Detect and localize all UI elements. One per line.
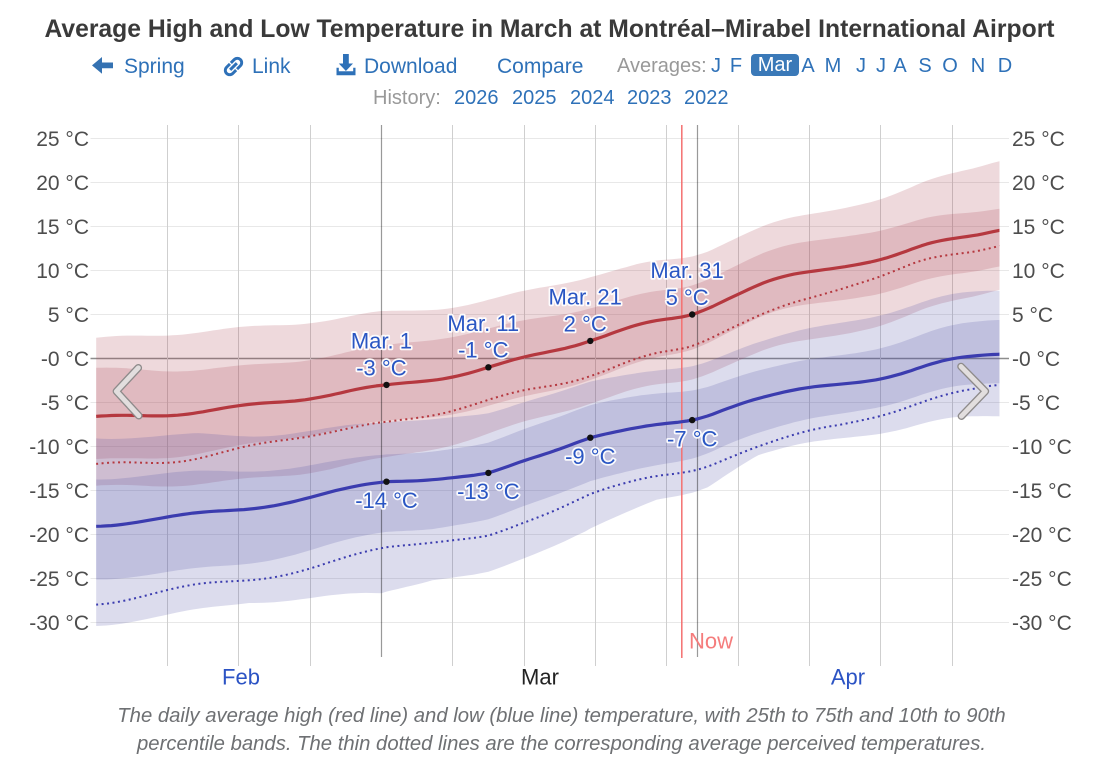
svg-text:-9 °C: -9 °C	[565, 444, 615, 469]
svg-text:5 °C: 5 °C	[1012, 304, 1053, 327]
svg-text:15 °C: 15 °C	[1012, 216, 1065, 239]
svg-text:20 °C: 20 °C	[1012, 172, 1065, 195]
svg-text:-30 °C: -30 °C	[29, 612, 89, 635]
svg-text:Mar. 31: Mar. 31	[650, 258, 723, 283]
svg-text:2 °C: 2 °C	[564, 311, 607, 336]
svg-text:5 °C: 5 °C	[666, 285, 709, 310]
svg-text:Mar. 21: Mar. 21	[549, 285, 622, 310]
svg-text:Mar. 11: Mar. 11	[447, 311, 519, 336]
svg-text:-7 °C: -7 °C	[667, 426, 717, 451]
svg-text:-3 °C: -3 °C	[356, 355, 406, 380]
svg-text:-10 °C: -10 °C	[29, 436, 89, 459]
svg-text:Apr: Apr	[831, 665, 865, 690]
svg-text:-30 °C: -30 °C	[1012, 612, 1072, 635]
svg-text:Mar: Mar	[521, 665, 559, 690]
svg-text:-1 °C: -1 °C	[458, 338, 508, 363]
svg-text:-25 °C: -25 °C	[29, 568, 89, 591]
svg-text:-0 °C: -0 °C	[41, 348, 89, 371]
svg-text:Now: Now	[689, 629, 733, 654]
svg-text:-13 °C: -13 °C	[457, 479, 520, 504]
svg-text:25 °C: 25 °C	[1012, 128, 1065, 151]
svg-text:15 °C: 15 °C	[36, 216, 89, 239]
svg-text:5 °C: 5 °C	[48, 304, 89, 327]
svg-text:Mar. 1: Mar. 1	[351, 329, 412, 354]
svg-text:-20 °C: -20 °C	[1012, 524, 1072, 547]
svg-text:Feb: Feb	[222, 665, 260, 690]
svg-text:-0 °C: -0 °C	[1012, 348, 1060, 371]
svg-text:20 °C: 20 °C	[36, 172, 89, 195]
svg-text:-5 °C: -5 °C	[41, 392, 89, 415]
svg-text:-15 °C: -15 °C	[29, 480, 89, 503]
svg-text:10 °C: 10 °C	[1012, 260, 1065, 283]
svg-text:-20 °C: -20 °C	[29, 524, 89, 547]
svg-text:-25 °C: -25 °C	[1012, 568, 1072, 591]
svg-text:-10 °C: -10 °C	[1012, 436, 1072, 459]
svg-text:-5 °C: -5 °C	[1012, 392, 1060, 415]
svg-text:-14 °C: -14 °C	[355, 488, 418, 513]
svg-text:10 °C: 10 °C	[36, 260, 89, 283]
svg-text:-15 °C: -15 °C	[1012, 480, 1072, 503]
svg-text:25 °C: 25 °C	[36, 128, 89, 151]
